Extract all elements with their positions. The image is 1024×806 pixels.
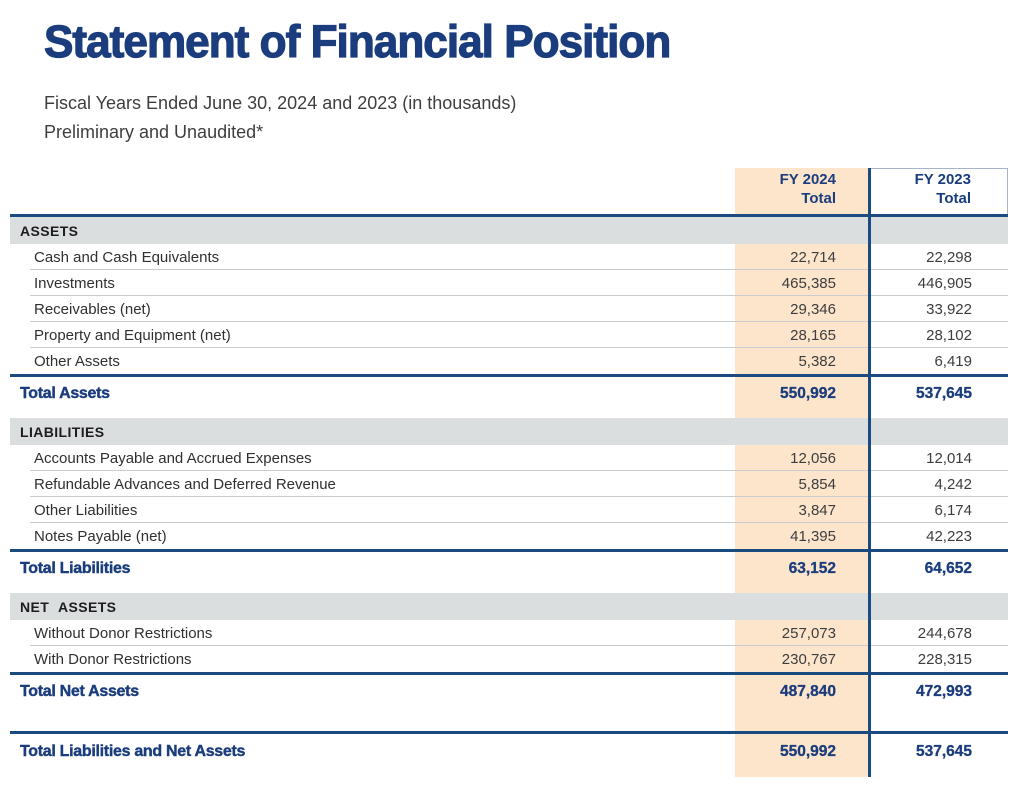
fy2023-value: 33,922: [926, 300, 972, 318]
fy2023-value: 6,174: [934, 501, 972, 519]
row-label: Accounts Payable and Accrued Expenses: [34, 449, 312, 467]
row-label: Other Liabilities: [34, 501, 138, 519]
table-row-other-assets: Other Assets 5,382 6,419: [10, 348, 1008, 374]
fy2023-value: 228,315: [917, 650, 972, 668]
table-row-refundable-advances: Refundable Advances and Deferred Revenue…: [10, 471, 1008, 497]
grand-total-row: Total Liabilities and Net Assets 550,992…: [10, 734, 1008, 770]
table-row-other-liabilities: Other Liabilities 3,847 6,174: [10, 497, 1008, 523]
section-title: ASSETS: [20, 222, 79, 239]
row-label: Refundable Advances and Deferred Revenue: [34, 475, 336, 493]
table-row-accounts-payable: Accounts Payable and Accrued Expenses 12…: [10, 445, 1008, 471]
financial-position-table: FY 2024 Total FY 2023 Total ASSETS Cash …: [10, 168, 1008, 777]
subtitle-fiscal-years: Fiscal Years Ended June 30, 2024 and 202…: [44, 93, 517, 113]
fy2024-value: 41,395: [790, 527, 836, 545]
table-row-with-donor-restrictions: With Donor Restrictions 230,767 228,315: [10, 646, 1008, 672]
total-label: Total Assets: [20, 384, 110, 402]
grand-total-label: Total Liabilities and Net Assets: [20, 743, 246, 760]
fy2023-total-value: 472,993: [915, 682, 972, 700]
header-rule: [10, 214, 1008, 217]
fy2023-value: 6,419: [934, 352, 972, 370]
table-row-without-donor-restrictions: Without Donor Restrictions 257,073 244,6…: [10, 620, 1008, 646]
fy2024-total-value: 550,992: [779, 384, 836, 402]
total-rule: [10, 374, 1008, 377]
fy2024-value: 257,073: [781, 624, 836, 642]
table-row-property-equipment: Property and Equipment (net) 28,165 28,1…: [10, 322, 1008, 348]
fy2024-total-value: 63,152: [788, 559, 836, 577]
row-label: Property and Equipment (net): [34, 326, 231, 344]
fy2023-value: 42,223: [926, 527, 972, 545]
fy2024-value: 5,854: [798, 475, 836, 493]
fy2024-value: 22,714: [790, 248, 836, 266]
fy2023-value: 244,678: [917, 624, 972, 642]
fy2023-total-value: 537,645: [915, 384, 972, 402]
row-label: Notes Payable (net): [34, 527, 167, 545]
fy2024-value: 28,165: [790, 326, 836, 344]
row-label: Cash and Cash Equivalents: [34, 248, 220, 266]
row-label: Investments: [34, 274, 115, 292]
section-header-liabilities: LIABILITIES: [10, 418, 1008, 445]
fy2024-grand-total-value: 550,992: [779, 743, 836, 760]
fy2023-value: 4,242: [934, 475, 972, 493]
total-label: Total Liabilities: [20, 559, 131, 577]
fy2024-header-line1: FY 2024: [779, 171, 836, 188]
fy2023-value: 22,298: [926, 248, 972, 266]
table-row-notes-payable: Notes Payable (net) 41,395 42,223: [10, 523, 1008, 549]
row-label: Without Donor Restrictions: [34, 624, 213, 642]
total-rule: [10, 672, 1008, 675]
column-header-row: FY 2024 Total FY 2023 Total: [10, 168, 1008, 214]
column-header-spacer: [10, 168, 735, 214]
fy2023-grand-total-value: 537,645: [915, 743, 972, 760]
table-row-cash: Cash and Cash Equivalents 22,714 22,298: [10, 244, 1008, 270]
page-title: Statement of Financial Position: [43, 15, 671, 67]
fy2023-header-line2: Total: [936, 190, 971, 207]
section-header-net-assets: NET ASSETS: [10, 593, 1008, 620]
table-row-investments: Investments 465,385 446,905: [10, 270, 1008, 296]
total-label: Total Net Assets: [20, 682, 139, 700]
total-liabilities-row: Total Liabilities 63,152 64,652: [10, 552, 1008, 585]
total-rule: [10, 549, 1008, 552]
subtitle-preliminary: Preliminary and Unaudited*: [44, 122, 264, 142]
fy2023-value: 12,014: [926, 449, 972, 467]
total-net-assets-row: Total Net Assets 487,840 472,993: [10, 675, 1008, 708]
section-title: NET ASSETS: [20, 598, 117, 615]
table-row-receivables: Receivables (net) 29,346 33,922: [10, 296, 1008, 322]
fy2024-value: 5,382: [798, 352, 836, 370]
column-header-fy2023: FY 2023 Total: [871, 168, 1008, 214]
fy2023-value: 446,905: [917, 274, 972, 292]
fy2024-value: 12,056: [790, 449, 836, 467]
column-divider-line: [868, 168, 871, 777]
fy2023-total-value: 64,652: [924, 559, 972, 577]
page-header: Statement of Financial Position Fiscal Y…: [0, 0, 1024, 147]
row-label: Receivables (net): [34, 300, 151, 318]
grand-total-rule: [10, 731, 1008, 734]
fy2023-value: 28,102: [926, 326, 972, 344]
row-label: Other Assets: [34, 352, 120, 370]
column-header-fy2024: FY 2024 Total: [735, 168, 868, 214]
fy2024-header-line2: Total: [801, 190, 836, 207]
fy2024-value: 29,346: [790, 300, 836, 318]
fy2024-value: 3,847: [798, 501, 836, 519]
row-label: With Donor Restrictions: [34, 650, 192, 668]
fy2024-value: 465,385: [781, 274, 836, 292]
total-assets-row: Total Assets 550,992 537,645: [10, 377, 1008, 410]
section-header-assets: ASSETS: [10, 217, 1008, 244]
section-title: LIABILITIES: [20, 423, 105, 440]
fy2023-header-line1: FY 2023: [914, 171, 971, 188]
fy2024-total-value: 487,840: [779, 682, 836, 700]
fy2024-value: 230,767: [781, 650, 836, 668]
